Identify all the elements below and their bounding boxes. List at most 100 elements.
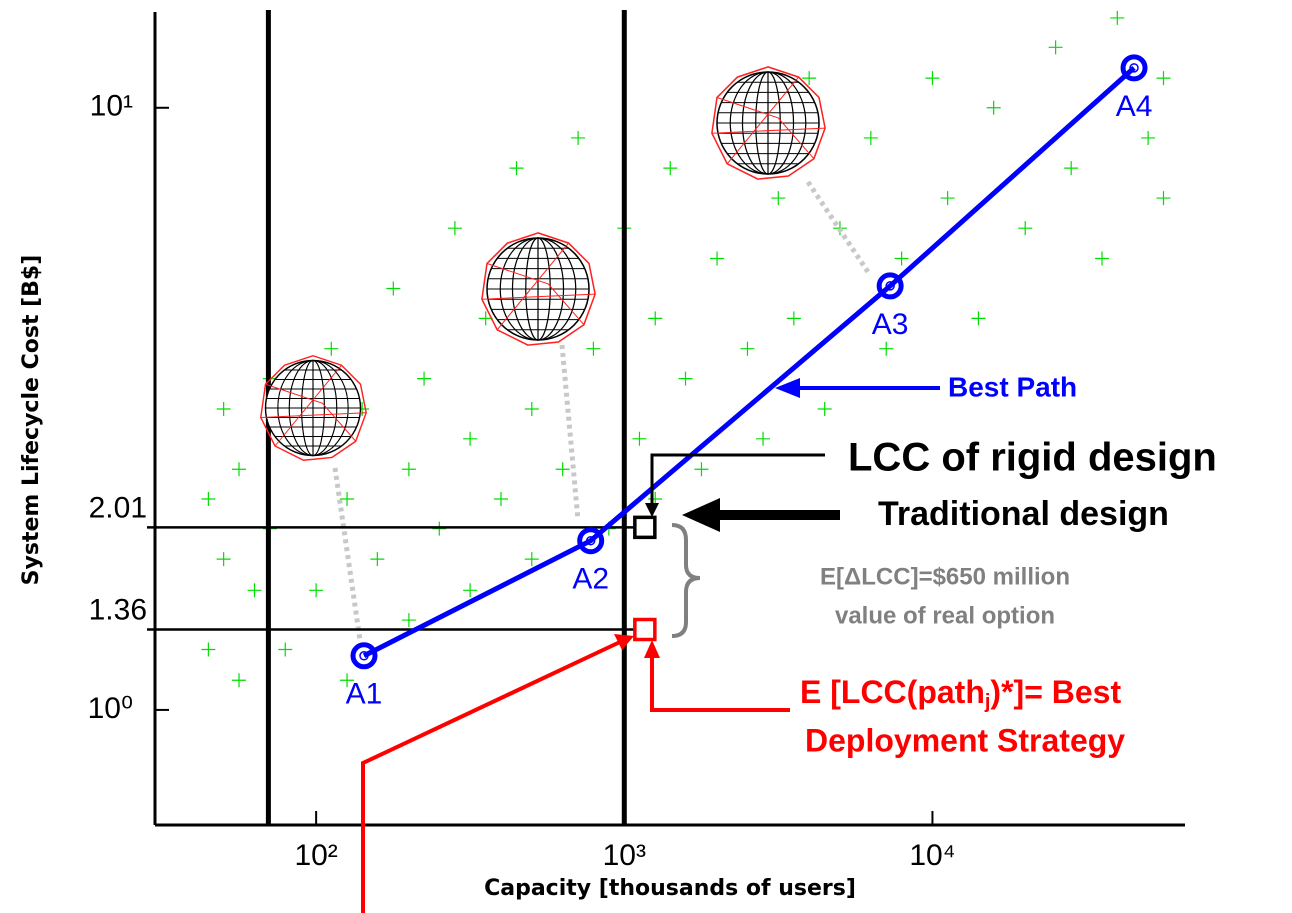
scatter-point xyxy=(309,583,324,598)
subscript: j xyxy=(984,691,991,713)
path-node xyxy=(1120,54,1148,82)
scatter-point xyxy=(802,71,817,86)
design-square xyxy=(633,617,657,642)
scatter-point xyxy=(740,341,755,356)
scatter-point xyxy=(971,311,986,326)
path-node-core xyxy=(585,535,596,546)
scatter-point xyxy=(232,673,247,688)
scatter-point xyxy=(756,431,771,446)
annotation: Deployment Strategy xyxy=(805,722,1125,758)
scatter-point xyxy=(678,371,693,386)
scatter-point xyxy=(1048,40,1063,55)
arrow-head xyxy=(775,378,800,398)
path-node-label: A1 xyxy=(346,678,383,711)
scatter-point xyxy=(216,402,231,417)
arrow-head xyxy=(644,640,660,658)
arrow xyxy=(361,640,621,913)
scatter-point xyxy=(216,552,231,567)
annotation: LCC of rigid design xyxy=(848,436,1217,480)
scatter-point xyxy=(817,402,832,417)
sphere-icon xyxy=(711,66,826,180)
scatter-point xyxy=(1095,251,1110,266)
path-node xyxy=(350,642,378,670)
annotation-part: E [LCC(path xyxy=(800,674,985,710)
scatter-point xyxy=(555,462,570,477)
path-node-core xyxy=(885,281,895,291)
scatter-point xyxy=(710,251,725,266)
scatter-point xyxy=(478,311,493,326)
level-label: 1.36 xyxy=(89,593,147,626)
path-node-label: A3 xyxy=(872,308,909,341)
y-tick-label: 10¹ xyxy=(90,90,133,123)
scatter-point xyxy=(986,100,1001,115)
scatter-point xyxy=(663,161,678,176)
scatter-point xyxy=(401,613,416,628)
level-label: 2.01 xyxy=(89,491,147,524)
scatter-point xyxy=(940,191,955,206)
arrow-head xyxy=(645,503,659,517)
path-node-core xyxy=(359,651,369,661)
scatter-point xyxy=(1018,221,1033,236)
scatter-point xyxy=(1156,191,1171,206)
scatter-point xyxy=(278,642,293,657)
scatter-point xyxy=(201,492,216,507)
scatter-point xyxy=(340,492,355,507)
scatter-point xyxy=(432,521,447,536)
scatter-point xyxy=(324,341,339,356)
scatter-point xyxy=(571,130,586,145)
scatter-point xyxy=(863,130,878,145)
scatter-point xyxy=(370,552,385,567)
x-tick-label: 10³ xyxy=(603,839,646,872)
scatter-point xyxy=(524,402,539,417)
scatter-point xyxy=(771,191,786,206)
connectors xyxy=(332,180,871,641)
arrow-head xyxy=(614,634,634,650)
scatter-point xyxy=(1141,130,1156,145)
arrow xyxy=(650,453,825,505)
scatter-point xyxy=(340,673,355,688)
scatter-point xyxy=(694,462,709,477)
scatter-point xyxy=(232,462,247,477)
overlay: 2.01 1.36 A1 A2 A3 A4 xyxy=(89,54,1153,711)
scatter-point xyxy=(879,341,894,356)
scatter-point xyxy=(648,311,663,326)
path-node-label: A2 xyxy=(572,563,609,596)
scatter-point xyxy=(463,431,478,446)
annotation: value of real option xyxy=(835,602,1055,629)
annotations: Best Path LCC of rigid design Traditiona… xyxy=(361,371,1217,913)
scatter-point xyxy=(509,161,524,176)
design-square xyxy=(633,515,657,540)
annotation: Best Path xyxy=(948,371,1077,402)
scatter-point xyxy=(925,71,940,86)
scatter-point xyxy=(524,552,539,567)
scatter-point xyxy=(786,311,801,326)
scatter-point xyxy=(586,341,601,356)
y-tick-label: 10⁰ xyxy=(88,692,133,725)
annotation-part: )*]= Best xyxy=(990,674,1121,710)
annotation: E[ΔLCC]=$650 million xyxy=(820,563,1070,590)
scatter-point xyxy=(201,642,216,657)
scatter-point xyxy=(1064,161,1079,176)
scatter-point xyxy=(493,492,508,507)
path-node-label: A4 xyxy=(1116,90,1153,123)
scatter-point xyxy=(417,371,432,386)
annotation: Traditional design xyxy=(878,495,1169,533)
sphere-connector xyxy=(559,344,581,521)
scatter-point xyxy=(632,431,647,446)
best-path-line xyxy=(362,65,1136,659)
arrow-head xyxy=(682,498,720,532)
x-axis-title: Capacity [thousands of users] xyxy=(484,876,856,901)
x-tick-label: 10⁴ xyxy=(909,839,955,872)
sphere-connector xyxy=(332,467,363,641)
scatter-point xyxy=(386,281,401,296)
path-node xyxy=(577,527,605,555)
scatter-point xyxy=(463,583,478,598)
sphere-connector xyxy=(805,180,871,274)
brace xyxy=(671,523,701,638)
scatter-point xyxy=(894,251,909,266)
y-axis-title: System Lifecycle Cost [B$] xyxy=(19,255,44,586)
scatter-point xyxy=(247,583,262,598)
arrow xyxy=(650,655,790,712)
